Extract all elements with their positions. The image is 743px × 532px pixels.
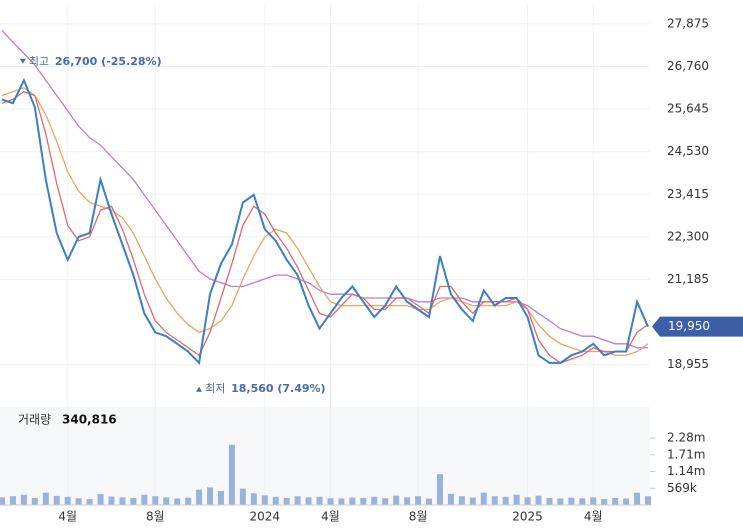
- volume-bar: [590, 497, 597, 505]
- volume-bar: [250, 493, 257, 505]
- volume-bar: [207, 487, 214, 505]
- volume-bar: [436, 474, 443, 505]
- volume-bar: [404, 497, 411, 505]
- volume-bar: [371, 496, 378, 505]
- volume-bar: [152, 496, 159, 505]
- volume-current: 340,816: [62, 413, 117, 427]
- volume-bar: [338, 498, 345, 505]
- volume-bar: [272, 496, 279, 505]
- volume-bar: [53, 495, 60, 505]
- volume-bar: [502, 496, 509, 505]
- volume-tick-label: 2.28m: [667, 431, 705, 445]
- volume-bar: [130, 497, 137, 505]
- volume-bar: [546, 497, 553, 505]
- volume-bar: [415, 496, 422, 505]
- high-label: 최고: [29, 55, 49, 68]
- x-tick-label: 2025: [512, 510, 543, 524]
- volume-bar: [31, 497, 38, 505]
- volume-bar: [228, 444, 235, 505]
- y-tick-label: 27,875: [667, 16, 709, 30]
- volume-bar: [535, 495, 542, 505]
- volume-tick-label: 1.14m: [667, 464, 705, 478]
- y-tick-label: 21,185: [667, 272, 709, 286]
- low-marker: [196, 386, 203, 392]
- volume-bar: [42, 492, 49, 505]
- volume-bar: [601, 499, 608, 505]
- y-tick-label: 24,530: [667, 144, 709, 158]
- volume-bar: [645, 496, 651, 505]
- high-value: 26,700 (-25.28%): [55, 55, 162, 68]
- volume-bar: [393, 495, 400, 505]
- y-tick-label: 23,415: [667, 187, 709, 201]
- volume-bar: [612, 497, 619, 505]
- volume-bar: [86, 499, 93, 505]
- volume-bar: [382, 498, 389, 505]
- volume-bar: [447, 493, 454, 505]
- volume-bar: [480, 492, 487, 505]
- x-tick-label: 4월: [584, 510, 603, 524]
- volume-bar: [316, 496, 323, 505]
- volume-bar: [426, 498, 433, 505]
- volume-bar: [305, 497, 312, 505]
- volume-bar: [0, 497, 5, 505]
- volume-bar: [634, 492, 641, 505]
- x-tick-label: 4월: [58, 510, 77, 524]
- volume-bar: [568, 497, 575, 505]
- x-tick-label: 2024: [250, 510, 281, 524]
- volume-bar: [294, 496, 301, 505]
- low-value: 18,560 (7.49%): [231, 382, 326, 395]
- x-tick-label: 8월: [409, 510, 428, 524]
- volume-tick-label: 1.71m: [667, 447, 705, 461]
- price-tag-label: 19,950: [668, 319, 710, 333]
- volume-bar: [283, 497, 290, 505]
- volume-bar: [64, 496, 71, 505]
- volume-bar: [557, 498, 564, 505]
- price-line: [1, 77, 649, 366]
- ma-line: [1, 30, 648, 349]
- volume-bar: [141, 494, 148, 505]
- volume-bar: [491, 496, 498, 505]
- volume-bar: [97, 493, 104, 505]
- volume-bar: [196, 489, 203, 505]
- volume-bar: [239, 488, 246, 505]
- price-tag: [652, 316, 743, 337]
- volume-panel: [0, 407, 650, 505]
- volume-bar: [75, 498, 82, 505]
- volume-bar: [20, 494, 27, 505]
- volume-bar: [119, 497, 126, 505]
- volume-bar: [174, 498, 181, 505]
- volume-bar: [469, 497, 476, 505]
- y-tick-label: 26,760: [667, 59, 709, 73]
- volume-bar: [360, 497, 367, 505]
- volume-bar: [185, 497, 192, 505]
- low-label: 최저: [205, 382, 225, 395]
- y-tick-label: 25,645: [667, 102, 709, 116]
- volume-tick-label: 569k: [667, 481, 697, 495]
- volume-bar: [579, 498, 586, 505]
- volume-bar: [9, 496, 16, 505]
- volume-bar: [108, 496, 115, 505]
- volume-bar: [513, 494, 520, 505]
- volume-bar: [623, 498, 630, 505]
- volume-bar: [217, 490, 224, 505]
- x-tick-label: 4월: [321, 510, 340, 524]
- y-tick-label: 18,955: [667, 357, 709, 371]
- volume-bar: [458, 496, 465, 505]
- volume-bar: [524, 497, 531, 505]
- volume-bar: [349, 497, 356, 505]
- volume-bar: [261, 495, 268, 505]
- x-tick-label: 8월: [146, 510, 165, 524]
- high-marker: [19, 58, 26, 64]
- volume-bar: [327, 498, 334, 505]
- volume-bar: [163, 497, 170, 505]
- y-tick-label: 22,300: [667, 229, 709, 243]
- volume-label: 거래량: [18, 413, 51, 427]
